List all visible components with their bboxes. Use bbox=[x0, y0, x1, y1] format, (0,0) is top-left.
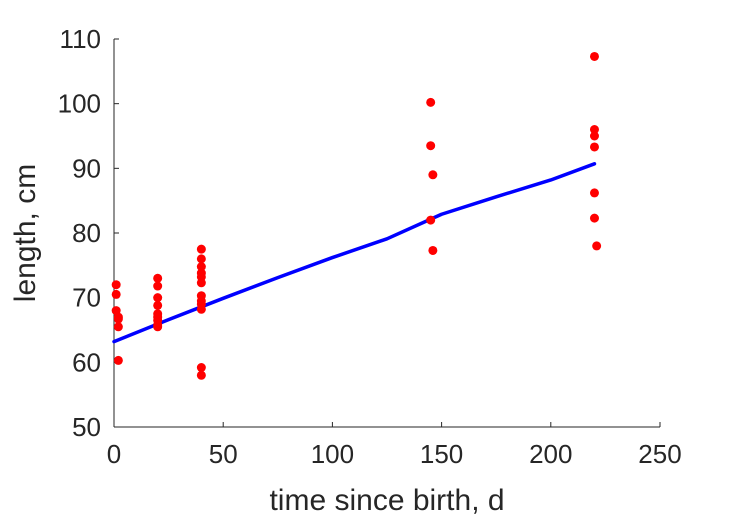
data-point bbox=[589, 142, 599, 152]
data-point bbox=[589, 213, 599, 223]
data-point bbox=[196, 262, 206, 272]
data-point bbox=[153, 273, 163, 283]
x-tick-label: 0 bbox=[107, 439, 121, 469]
x-tick-label: 50 bbox=[209, 439, 238, 469]
data-point bbox=[153, 293, 163, 303]
data-point bbox=[589, 131, 599, 141]
data-point bbox=[589, 51, 599, 61]
data-point bbox=[113, 314, 123, 324]
data-point bbox=[428, 170, 438, 180]
y-axis-label: length, cm bbox=[9, 164, 42, 302]
data-points-layer bbox=[111, 51, 602, 380]
y-tick-label: 90 bbox=[72, 153, 101, 183]
y-tick-label: 100 bbox=[58, 89, 101, 119]
data-point bbox=[589, 125, 599, 135]
data-point bbox=[153, 300, 163, 310]
x-tick-label: 100 bbox=[311, 439, 354, 469]
y-tick-label: 110 bbox=[60, 24, 101, 54]
data-point bbox=[196, 244, 206, 254]
y-tick-label: 70 bbox=[72, 283, 101, 313]
data-point bbox=[111, 289, 121, 299]
data-point bbox=[113, 355, 123, 365]
data-point bbox=[196, 254, 206, 264]
data-point bbox=[153, 281, 163, 291]
y-tick-label: 60 bbox=[72, 347, 101, 377]
data-point bbox=[592, 241, 602, 251]
data-point bbox=[113, 322, 123, 332]
x-tick-label: 200 bbox=[529, 439, 572, 469]
data-point bbox=[153, 322, 163, 332]
x-tick-label: 250 bbox=[638, 439, 681, 469]
data-point bbox=[426, 97, 436, 107]
data-point bbox=[589, 188, 599, 198]
data-point bbox=[111, 280, 121, 290]
data-point bbox=[426, 141, 436, 151]
data-point bbox=[426, 215, 436, 225]
data-point bbox=[196, 278, 206, 288]
data-point bbox=[196, 304, 206, 314]
fit-line-layer bbox=[112, 162, 597, 344]
x-axis-label: time since birth, d bbox=[269, 484, 504, 517]
data-point bbox=[196, 363, 206, 373]
data-point bbox=[428, 245, 438, 255]
data-point bbox=[196, 370, 206, 380]
y-tick-label: 50 bbox=[72, 412, 101, 442]
fit-curve-line bbox=[112, 162, 597, 344]
y-tick-label: 80 bbox=[72, 218, 101, 248]
x-tick-label: 150 bbox=[420, 439, 463, 469]
